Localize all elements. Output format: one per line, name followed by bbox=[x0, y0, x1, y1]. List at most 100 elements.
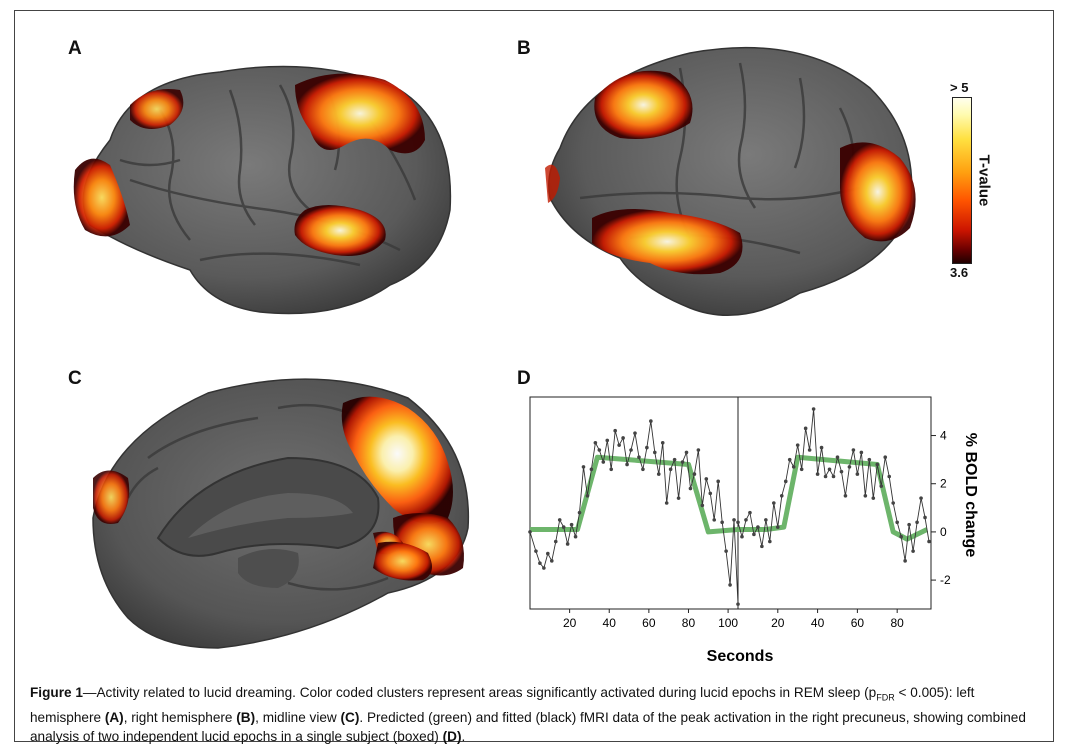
fitted-point bbox=[740, 534, 744, 539]
x-tick-label: 20 bbox=[771, 616, 785, 630]
fitted-point bbox=[891, 501, 895, 505]
figure-caption: Figure 1—Activity related to lucid dream… bbox=[30, 683, 1040, 746]
x-tick-label: 100 bbox=[718, 616, 738, 630]
fitted-point bbox=[538, 561, 542, 566]
x-tick-label: 20 bbox=[563, 616, 577, 630]
fitted-point bbox=[629, 448, 633, 452]
fitted-point bbox=[633, 431, 637, 435]
fitted-point bbox=[819, 445, 824, 450]
fitted-point bbox=[625, 462, 629, 467]
fitted-point bbox=[787, 457, 792, 462]
fitted-point bbox=[768, 539, 772, 544]
fitted-point bbox=[799, 467, 804, 472]
fitted-point bbox=[649, 419, 653, 423]
fitted-point bbox=[597, 448, 602, 452]
fitted-point bbox=[613, 428, 617, 433]
fitted-point bbox=[851, 448, 856, 452]
fitted-point bbox=[748, 510, 752, 515]
fitted-point bbox=[542, 566, 546, 570]
figure-frame bbox=[14, 10, 1054, 742]
fitted-point bbox=[621, 436, 625, 440]
fitted-point bbox=[915, 520, 919, 525]
colorbar-min-label: 3.6 bbox=[950, 265, 969, 280]
fitted-point bbox=[736, 602, 740, 606]
caption-ref-a: (A) bbox=[104, 709, 124, 725]
fitted-point bbox=[764, 518, 768, 522]
fitted-point bbox=[736, 520, 740, 525]
fitted-point bbox=[732, 518, 736, 522]
fitted-point bbox=[716, 479, 720, 484]
fitted-point bbox=[549, 559, 554, 563]
caption-ref-d: (D) bbox=[442, 728, 462, 744]
fitted-point bbox=[879, 484, 884, 488]
fitted-point bbox=[704, 477, 709, 481]
fitted-point bbox=[863, 493, 868, 498]
colorbar bbox=[952, 97, 972, 264]
fitted-point bbox=[664, 501, 669, 505]
x-tick-label: 40 bbox=[603, 616, 617, 630]
fitted-point bbox=[923, 515, 927, 520]
fitted-point bbox=[899, 534, 903, 539]
fitted-point bbox=[561, 525, 566, 529]
fitted-point bbox=[752, 532, 756, 537]
fitted-point bbox=[807, 448, 812, 452]
fitted-point bbox=[605, 438, 610, 443]
fitted-point bbox=[831, 474, 836, 479]
fitted-point bbox=[573, 534, 578, 539]
fitted-point bbox=[645, 445, 649, 450]
fitted-point bbox=[907, 522, 911, 527]
caption-ref-b: (B) bbox=[236, 709, 256, 725]
panel-label-c: C bbox=[68, 368, 82, 389]
fitted-point bbox=[847, 465, 852, 469]
fitted-point bbox=[855, 472, 860, 476]
fitted-point bbox=[601, 460, 606, 464]
fitted-point bbox=[775, 525, 780, 529]
fitted-point bbox=[617, 443, 621, 447]
x-axis-label: Seconds bbox=[707, 648, 774, 665]
fitted-point bbox=[593, 440, 598, 445]
fitted-point bbox=[843, 493, 848, 498]
fitted-point bbox=[903, 559, 907, 563]
fitted-point bbox=[656, 472, 661, 476]
fitted-point bbox=[823, 474, 828, 479]
fitted-point bbox=[871, 496, 876, 500]
fitted-point bbox=[553, 539, 558, 544]
fitted-point bbox=[760, 544, 764, 549]
fitted-point bbox=[569, 522, 574, 527]
fitted-point bbox=[875, 462, 880, 467]
fitted-point bbox=[895, 520, 899, 525]
fitted-point bbox=[696, 448, 701, 452]
panel-label-d: D bbox=[517, 368, 531, 389]
panel-label-a: A bbox=[68, 38, 82, 59]
fitted-point bbox=[565, 542, 570, 546]
x-tick-label: 60 bbox=[642, 616, 656, 630]
fitted-point bbox=[827, 467, 832, 472]
y-tick-label: -2 bbox=[940, 573, 951, 587]
fitted-point bbox=[653, 450, 657, 455]
caption-line2-c: , midline view bbox=[255, 709, 341, 725]
fitted-point bbox=[581, 465, 586, 469]
caption-line1-text: —Activity related to lucid dreaming. Col… bbox=[82, 685, 877, 700]
fitted-point bbox=[700, 503, 705, 508]
panel-label-b: B bbox=[517, 38, 531, 59]
x-tick-label: 80 bbox=[682, 616, 696, 630]
fitted-point bbox=[672, 457, 677, 462]
fitted-point bbox=[546, 551, 550, 556]
fitted-point bbox=[815, 472, 820, 476]
fitted-point bbox=[772, 501, 776, 505]
fitted-point bbox=[680, 460, 685, 464]
fitted-point bbox=[811, 407, 816, 411]
x-tick-label: 60 bbox=[851, 616, 865, 630]
fitted-point bbox=[528, 530, 532, 534]
fitted-point bbox=[883, 455, 888, 460]
predicted-line-epoch-1 bbox=[530, 454, 739, 535]
fitted-point bbox=[756, 525, 760, 529]
brain-midline-view bbox=[92, 378, 470, 649]
fitted-point bbox=[577, 510, 582, 515]
y-tick-label: 2 bbox=[940, 477, 947, 491]
fitted-point bbox=[728, 583, 732, 587]
fitted-point bbox=[720, 520, 724, 525]
fitted-point bbox=[927, 539, 931, 544]
fitted-point bbox=[692, 472, 697, 476]
